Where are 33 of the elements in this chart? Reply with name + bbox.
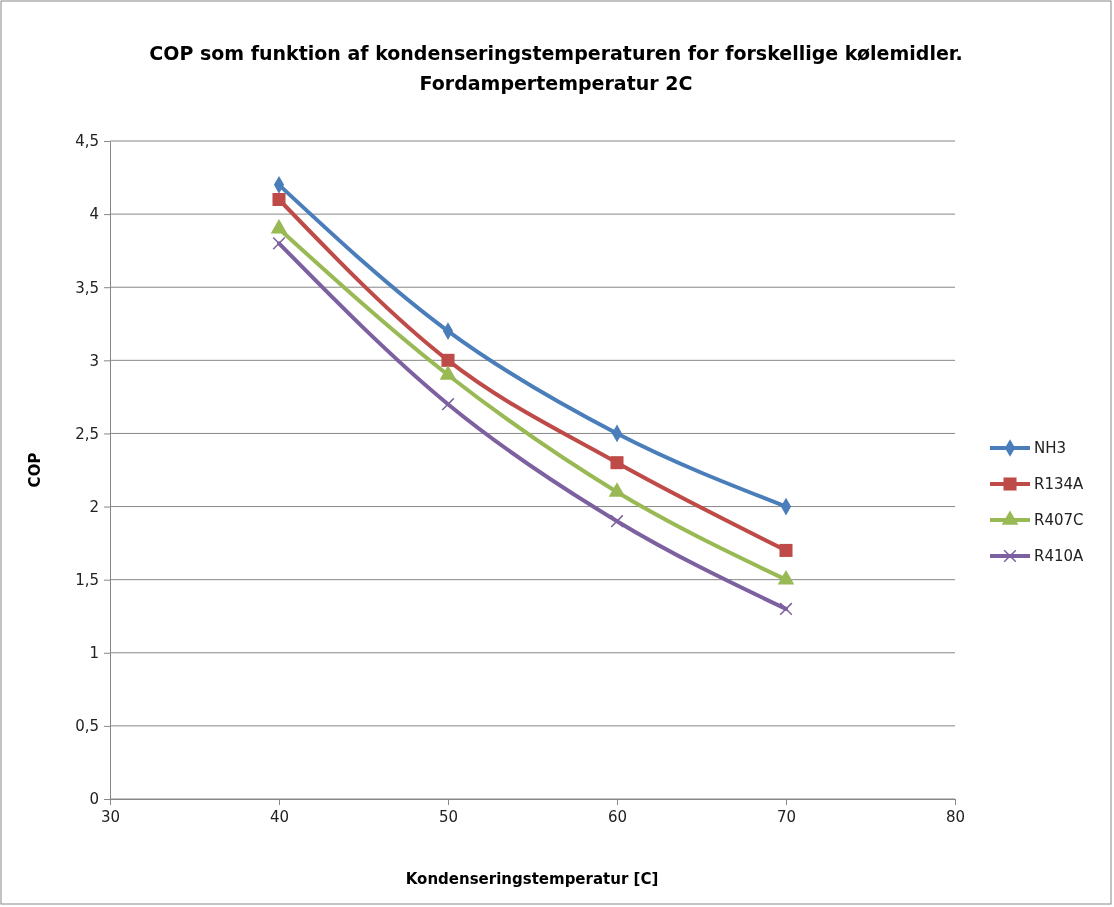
- y-tick-label: 4: [89, 205, 99, 224]
- y-tick-label: 1,5: [75, 570, 99, 589]
- x-tick-label: 30: [100, 807, 121, 826]
- y-tick-label: 2,5: [75, 424, 99, 443]
- y-axis-title: COP: [26, 452, 44, 488]
- y-tick-label: 1: [89, 644, 99, 663]
- point: [272, 236, 286, 250]
- point: [779, 602, 793, 616]
- x-axis-title: Kondenseringstemperatur [C]: [405, 870, 659, 888]
- x-tick-label: 40: [269, 807, 290, 826]
- point: [777, 570, 795, 585]
- point: [610, 514, 624, 528]
- point: [441, 397, 455, 411]
- y-tick-label: 2: [89, 497, 99, 516]
- y-tick-label: 0: [89, 790, 99, 809]
- y-tick-label: 4,5: [75, 132, 99, 151]
- y-tick-label: 0,5: [75, 717, 99, 736]
- x-tick-label: 60: [607, 807, 628, 826]
- x-tick-label: 80: [945, 807, 966, 826]
- legend-label: NH3: [1034, 439, 1067, 457]
- x-tick-label: 50: [438, 807, 459, 826]
- legend-label: R407C: [1034, 511, 1084, 529]
- y-tick-label: 3,5: [75, 278, 99, 297]
- point: [610, 456, 624, 470]
- x-tick-label: 70: [776, 807, 797, 826]
- chart-subtitle: Fordampertemperatur 2C: [419, 72, 693, 94]
- legend-label: R410A: [1034, 547, 1085, 565]
- y-tick-label: 3: [89, 351, 99, 370]
- point: [441, 353, 455, 367]
- point: [779, 543, 793, 557]
- point: [272, 192, 286, 207]
- legend-label: R134A: [1034, 475, 1085, 493]
- chart-title: COP som funktion af kondenseringstemperaturen for forskellige kølemidler.: [149, 42, 963, 64]
